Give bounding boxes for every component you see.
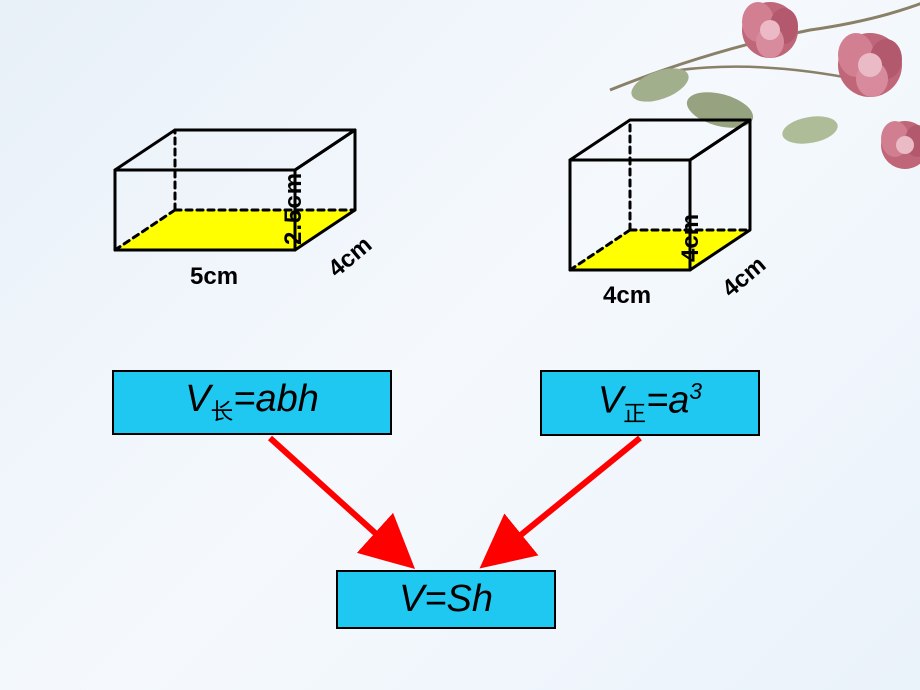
arrow-left xyxy=(270,438,405,560)
arrow-right xyxy=(490,438,640,560)
arrows-layer xyxy=(0,0,920,690)
